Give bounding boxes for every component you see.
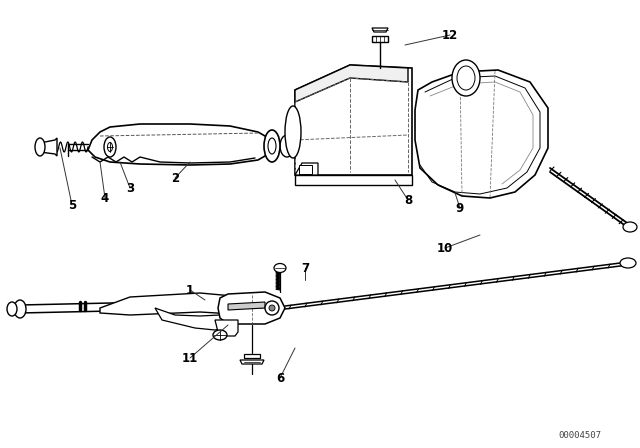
Polygon shape (155, 308, 230, 330)
Text: 12: 12 (442, 29, 458, 42)
Ellipse shape (280, 135, 294, 157)
Ellipse shape (264, 130, 280, 162)
Polygon shape (372, 36, 388, 42)
Text: 3: 3 (126, 181, 134, 194)
Ellipse shape (7, 302, 17, 316)
Polygon shape (240, 360, 264, 364)
Ellipse shape (213, 330, 227, 340)
Ellipse shape (623, 222, 637, 232)
Text: 7: 7 (301, 262, 309, 275)
Text: 5: 5 (68, 198, 76, 211)
Text: 2: 2 (171, 172, 179, 185)
Text: 1: 1 (186, 284, 194, 297)
Polygon shape (100, 293, 265, 315)
Ellipse shape (274, 263, 286, 272)
Text: 11: 11 (182, 352, 198, 365)
Ellipse shape (14, 300, 26, 318)
Polygon shape (244, 354, 260, 358)
Polygon shape (218, 292, 285, 324)
Text: 4: 4 (101, 191, 109, 204)
Polygon shape (295, 65, 412, 175)
Text: 10: 10 (437, 241, 453, 254)
Ellipse shape (35, 138, 45, 156)
Circle shape (265, 301, 279, 315)
Polygon shape (299, 165, 312, 174)
Polygon shape (40, 138, 57, 156)
Ellipse shape (285, 106, 301, 158)
Polygon shape (88, 124, 272, 165)
Polygon shape (295, 163, 318, 175)
Polygon shape (215, 320, 238, 336)
Ellipse shape (620, 258, 636, 268)
Text: 9: 9 (456, 202, 464, 215)
Ellipse shape (452, 60, 480, 96)
Text: 8: 8 (404, 194, 412, 207)
Ellipse shape (104, 137, 116, 157)
Polygon shape (372, 28, 388, 32)
Text: 6: 6 (276, 371, 284, 384)
Text: 00004507: 00004507 (559, 431, 602, 439)
Polygon shape (415, 70, 548, 198)
Polygon shape (295, 65, 408, 102)
Polygon shape (228, 302, 265, 310)
Polygon shape (295, 175, 412, 185)
Circle shape (269, 305, 275, 311)
